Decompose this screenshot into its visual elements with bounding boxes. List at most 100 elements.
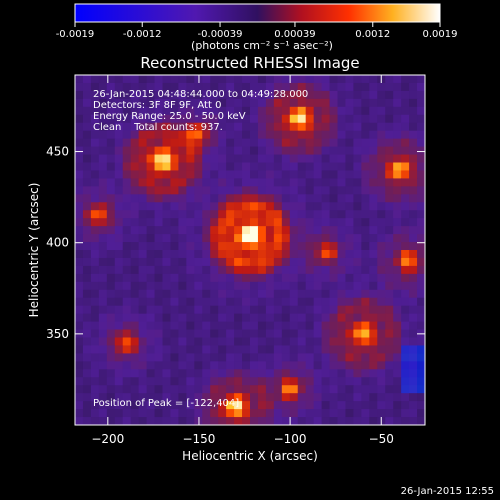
heatmap-cell — [313, 321, 323, 331]
heatmap-cell — [305, 210, 315, 219]
heatmap-cell — [178, 377, 187, 386]
heatmap-cell — [218, 162, 227, 171]
heatmap-cell — [409, 250, 418, 259]
heatmap-cell — [154, 106, 163, 116]
heatmap-cell — [337, 337, 346, 346]
heatmap-cell — [377, 353, 386, 362]
heatmap-cell — [226, 106, 235, 116]
heatmap-cell — [353, 385, 362, 394]
heatmap-cell — [194, 401, 203, 410]
heatmap-cell — [369, 345, 378, 354]
heatmap-cell — [265, 106, 275, 116]
heatmap-cell — [162, 393, 171, 402]
heatmap-cell — [257, 218, 267, 227]
heatmap-cell — [345, 329, 354, 338]
heatmap-cell — [265, 313, 275, 323]
heatmap-cell — [250, 337, 259, 346]
heatmap-cell — [250, 138, 259, 148]
heatmap-cell — [98, 226, 108, 235]
heatmap-cell — [265, 218, 275, 227]
heatmap-cell — [401, 417, 410, 425]
heatmap-cell — [226, 242, 235, 251]
heatmap-cell — [305, 178, 315, 187]
heatmap-cell — [130, 265, 140, 275]
heatmap-cell — [321, 313, 331, 323]
heatmap-cell — [345, 242, 354, 251]
heatmap-cell — [122, 226, 132, 235]
heatmap-cell — [146, 186, 156, 195]
heatmap-cell — [82, 409, 92, 418]
heatmap-cell — [186, 122, 195, 132]
heatmap-cell — [146, 321, 156, 331]
heatmap-cell — [401, 305, 410, 315]
heatmap-cell — [305, 409, 315, 418]
heatmap-cell — [226, 345, 235, 354]
heatmap-cell — [305, 226, 315, 235]
heatmap-cell — [162, 106, 171, 116]
heatmap-cell — [297, 345, 307, 354]
heatmap-cell — [138, 90, 148, 100]
heatmap-cell — [186, 289, 195, 299]
heatmap-cell — [138, 178, 148, 187]
heatmap-cell — [345, 337, 354, 346]
heatmap-cell — [377, 273, 386, 283]
heatmap-cell — [265, 353, 275, 362]
heatmap-cell — [178, 122, 187, 132]
heatmap-cell — [210, 289, 219, 299]
heatmap-cell — [98, 250, 108, 259]
heatmap-cell — [242, 210, 251, 219]
heatmap-cell — [257, 345, 267, 354]
heatmap-cell — [154, 154, 163, 163]
heatmap-cell — [250, 409, 259, 418]
heatmap-cell — [393, 90, 402, 100]
heatmap-cell — [234, 162, 243, 171]
heatmap-cell — [265, 234, 275, 243]
heatmap-cell — [242, 194, 251, 203]
heatmap-cell — [82, 361, 92, 370]
heatmap-cell — [234, 385, 243, 394]
heatmap-cell — [353, 242, 362, 251]
heatmap-cell — [122, 98, 132, 108]
heatmap-cell — [281, 369, 291, 378]
heatmap-cell — [154, 226, 163, 235]
heatmap-cell — [385, 377, 394, 386]
heatmap-cell — [186, 146, 195, 156]
heatmap-cell — [75, 321, 84, 331]
heatmap-cell — [377, 297, 386, 307]
heatmap-cell — [154, 186, 163, 195]
heatmap-cell — [289, 194, 299, 203]
heatmap-cell — [385, 250, 394, 259]
heatmap-cell — [313, 90, 323, 100]
heatmap-cell — [353, 130, 362, 140]
heatmap-cell — [353, 75, 362, 84]
heatmap-cell — [329, 345, 338, 354]
heatmap-cell — [194, 146, 203, 156]
heatmap-cell — [178, 369, 187, 378]
heatmap-cell — [210, 130, 219, 140]
heatmap-cell — [337, 226, 346, 235]
heatmap-cell — [130, 170, 140, 179]
heatmap-cell — [385, 90, 394, 100]
heatmap-cell — [265, 289, 275, 299]
heatmap-cell — [353, 417, 362, 425]
heatmap-cell — [329, 401, 338, 410]
heatmap-cell — [98, 210, 108, 219]
heatmap-cell — [409, 417, 418, 425]
heatmap-cell — [194, 114, 203, 124]
heatmap-cell — [321, 345, 331, 354]
heatmap-cell — [329, 194, 338, 203]
heatmap-cell — [130, 289, 140, 299]
heatmap-cell — [98, 82, 108, 92]
heatmap-cell — [242, 114, 251, 124]
heatmap-cell — [218, 202, 227, 211]
heatmap-cell — [234, 393, 243, 402]
heatmap-cell — [305, 337, 315, 346]
heatmap-cell — [202, 130, 211, 140]
heatmap-cell — [273, 114, 283, 124]
heatmap-cell — [257, 234, 267, 243]
heatmap-cell — [178, 130, 187, 140]
heatmap-cell — [178, 106, 187, 116]
heatmap-cell — [106, 305, 116, 315]
heatmap-cell — [146, 146, 156, 156]
heatmap-cell — [114, 361, 124, 370]
